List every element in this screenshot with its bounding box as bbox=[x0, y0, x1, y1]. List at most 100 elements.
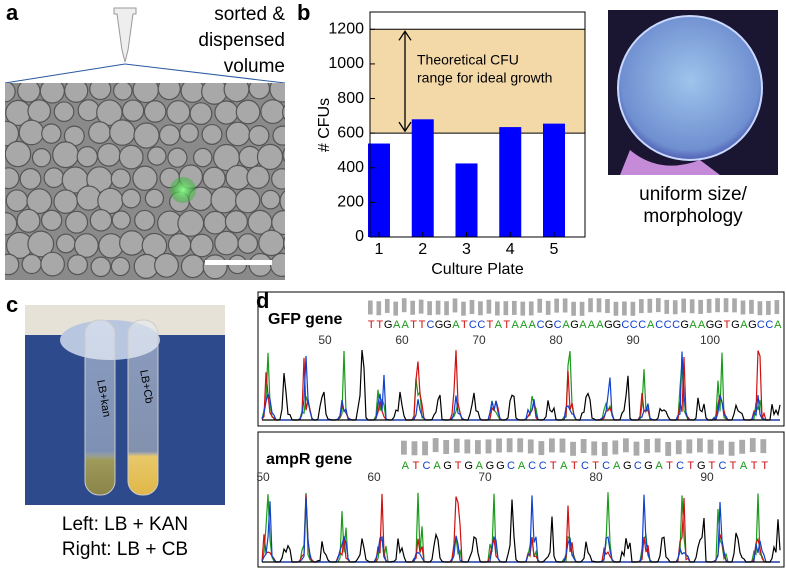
base-position: 70 bbox=[478, 470, 492, 484]
base-call: C bbox=[554, 319, 562, 331]
quality-bar bbox=[749, 299, 754, 314]
quality-bar bbox=[517, 438, 524, 453]
base-call: G bbox=[604, 319, 613, 331]
quality-bar bbox=[444, 301, 449, 316]
quality-bar bbox=[715, 298, 720, 313]
base-call: T bbox=[592, 460, 599, 472]
base-call: T bbox=[461, 319, 468, 331]
chromatogram bbox=[261, 494, 780, 563]
quality-bar bbox=[528, 301, 534, 316]
droplet bbox=[110, 256, 131, 277]
y-tick-label: 800 bbox=[337, 90, 364, 107]
base-call: C bbox=[477, 319, 485, 331]
base-call: C bbox=[718, 460, 726, 472]
quality-bar bbox=[453, 438, 460, 453]
base-call: A bbox=[740, 319, 748, 331]
droplet bbox=[201, 123, 223, 145]
quality-bar bbox=[418, 299, 424, 314]
droplet bbox=[260, 99, 285, 125]
droplet bbox=[279, 190, 285, 213]
base-call: C bbox=[427, 319, 435, 331]
droplet bbox=[260, 189, 281, 210]
base-call: G bbox=[443, 460, 452, 472]
base-call: C bbox=[507, 460, 515, 472]
droplet bbox=[167, 233, 192, 257]
caption: dispensed bbox=[198, 30, 285, 51]
droplet bbox=[89, 209, 113, 232]
base-call: G bbox=[435, 319, 444, 331]
droplet bbox=[147, 146, 167, 166]
droplet bbox=[132, 83, 160, 104]
base-call: C bbox=[581, 460, 589, 472]
quality-bar bbox=[401, 440, 407, 455]
gfp-droplet bbox=[170, 177, 196, 203]
droplet bbox=[5, 120, 20, 147]
droplet bbox=[193, 147, 213, 168]
droplet bbox=[27, 230, 55, 258]
quality-bar bbox=[749, 438, 756, 453]
droplet bbox=[256, 143, 284, 171]
base-position: 60 bbox=[395, 333, 409, 347]
base-call: A bbox=[518, 460, 526, 472]
quality-bar bbox=[664, 299, 670, 314]
petri-dish-photo bbox=[608, 10, 778, 175]
quality-bar bbox=[588, 298, 593, 313]
quality-bar bbox=[622, 301, 627, 316]
droplet bbox=[5, 167, 20, 190]
quality-bar bbox=[623, 438, 629, 453]
quality-bar bbox=[579, 301, 585, 316]
band-label: range for ideal growth bbox=[417, 70, 552, 86]
base-call: T bbox=[724, 319, 731, 331]
base-call: G bbox=[714, 319, 723, 331]
base-call: T bbox=[730, 460, 737, 472]
base-call: A bbox=[562, 319, 570, 331]
base-position: 70 bbox=[472, 333, 486, 347]
bar bbox=[411, 119, 434, 237]
droplet bbox=[18, 119, 45, 146]
base-call: G bbox=[486, 460, 495, 472]
droplet bbox=[121, 188, 142, 209]
caption: uniform size/ bbox=[639, 184, 747, 205]
bar bbox=[455, 163, 478, 237]
droplet bbox=[225, 121, 251, 147]
quality-bar bbox=[496, 438, 502, 453]
quality-bar bbox=[774, 300, 780, 315]
base-call: G bbox=[570, 319, 579, 331]
quality-bar bbox=[495, 301, 500, 316]
quality-bar bbox=[486, 299, 492, 314]
droplet bbox=[271, 210, 285, 236]
droplet bbox=[27, 99, 52, 123]
x-tick-label: 1 bbox=[375, 241, 384, 258]
base-call: A bbox=[512, 319, 520, 331]
scale-bar bbox=[205, 260, 272, 265]
base-call: C bbox=[757, 319, 765, 331]
base-call: A bbox=[596, 319, 604, 331]
base-call: G bbox=[644, 460, 653, 472]
tube-icon bbox=[4, 7, 286, 84]
x-tick-label: 3 bbox=[462, 241, 471, 258]
quality-bar bbox=[485, 439, 492, 454]
quality-bar bbox=[368, 300, 373, 315]
droplet bbox=[223, 83, 250, 103]
quality-bar bbox=[562, 298, 568, 313]
droplet bbox=[180, 254, 205, 279]
droplet bbox=[157, 83, 181, 101]
droplet bbox=[269, 252, 285, 277]
base-call: G bbox=[545, 319, 554, 331]
droplet bbox=[5, 140, 32, 168]
base-call: C bbox=[469, 319, 477, 331]
droplet bbox=[26, 188, 53, 214]
droplet bbox=[179, 123, 199, 143]
droplet bbox=[269, 83, 285, 103]
base-call: C bbox=[634, 460, 642, 472]
base-call: C bbox=[655, 319, 663, 331]
droplet bbox=[154, 252, 179, 278]
base-call: C bbox=[630, 319, 638, 331]
quality-bar bbox=[672, 300, 678, 315]
base-call: A bbox=[560, 460, 568, 472]
droplet bbox=[210, 186, 238, 214]
quality-bar bbox=[740, 300, 746, 315]
base-position: 80 bbox=[589, 470, 603, 484]
base-call: C bbox=[539, 460, 547, 472]
caption: Left: LB + KAN bbox=[62, 514, 188, 535]
